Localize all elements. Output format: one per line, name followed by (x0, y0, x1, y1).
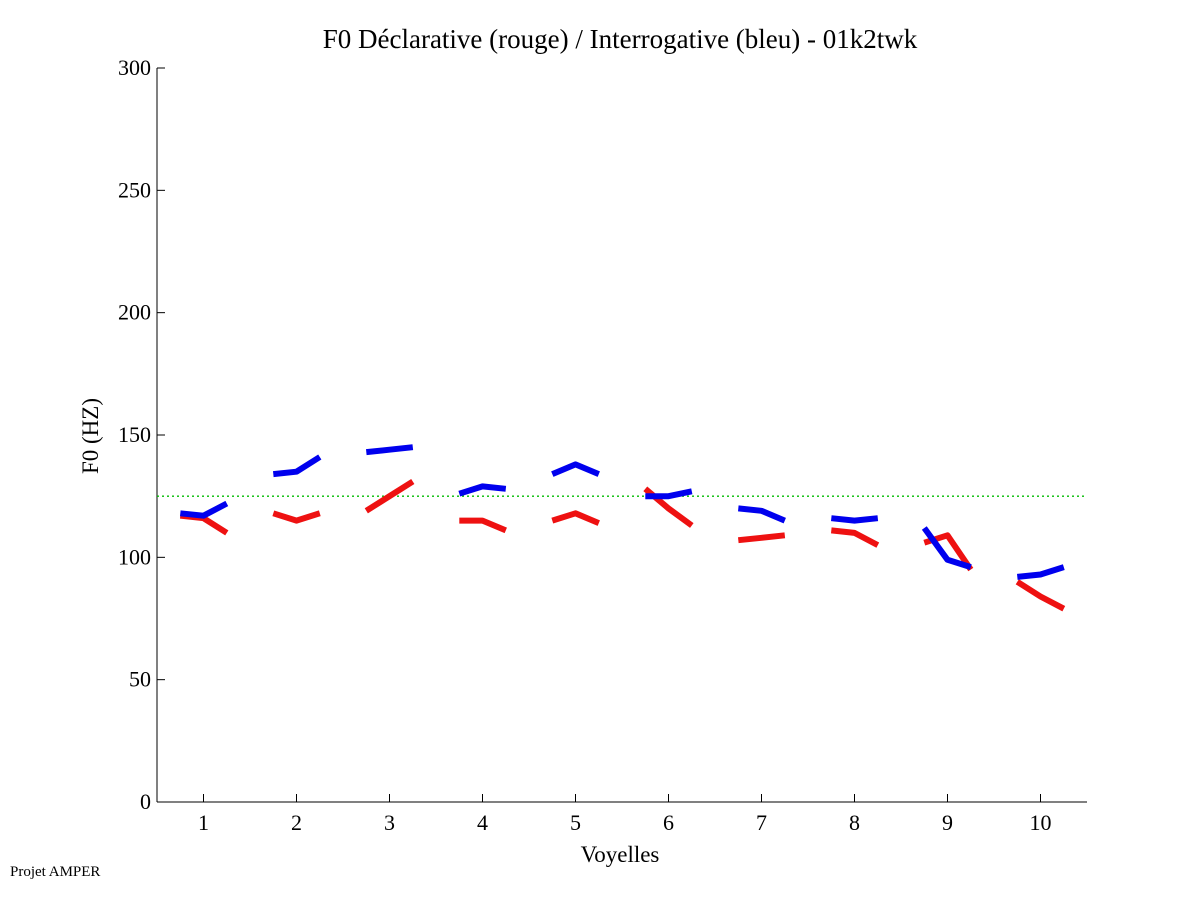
x-tick-label: 2 (291, 810, 302, 835)
x-tick-label: 1 (198, 810, 209, 835)
footer-credit: Projet AMPER (10, 864, 101, 880)
x-tick-label: 7 (756, 810, 767, 835)
y-tick-label: 150 (118, 422, 151, 447)
x-tick-label: 9 (942, 810, 953, 835)
series-interrogative-segment-4 (458, 483, 507, 497)
series-interrogative-segment-6 (645, 488, 693, 500)
series-declarative-segment-5 (551, 510, 600, 526)
y-tick-label: 100 (118, 544, 151, 569)
y-tick-label: 50 (129, 667, 151, 692)
x-tick-label: 10 (1030, 810, 1052, 835)
y-tick-label: 250 (118, 177, 151, 202)
x-tick-label: 8 (849, 810, 860, 835)
series-interrogative-segment-3 (365, 444, 414, 456)
y-tick-label: 300 (118, 55, 151, 80)
series-declarative-segment-4 (459, 517, 507, 534)
series-interrogative-segment-10 (1016, 564, 1065, 580)
series-interrogative-segment-8 (830, 515, 879, 524)
series-declarative-segment-7 (737, 532, 786, 544)
x-axis-label: Voyelles (581, 842, 660, 867)
series-interrogative-segment-7 (737, 505, 786, 524)
x-tick-label: 4 (477, 810, 488, 835)
x-tick-label: 3 (384, 810, 395, 835)
chart-title: F0 Déclarative (rouge) / Interrogative (… (323, 24, 918, 54)
series-declarative-segment-10 (1015, 579, 1066, 612)
y-axis-label: F0 (HZ) (78, 398, 103, 474)
series-interrogative-segment-1 (179, 500, 229, 519)
series-interrogative-segment-2 (272, 454, 322, 478)
series-declarative-segment-2 (272, 510, 321, 524)
y-tick-label: 0 (140, 789, 151, 814)
x-tick-label: 6 (663, 810, 674, 835)
y-tick-label: 200 (118, 300, 151, 325)
series-interrogative-segment-9 (921, 526, 972, 570)
x-tick-label: 5 (570, 810, 581, 835)
series-declarative-segment-8 (830, 527, 880, 548)
plot-area: 0 50 100 150 200 250 300 1 2 3 4 5 6 7 8 9 10 (118, 55, 1087, 835)
series-declarative-segment-3 (364, 478, 415, 514)
series-interrogative-segment-5 (551, 461, 600, 477)
